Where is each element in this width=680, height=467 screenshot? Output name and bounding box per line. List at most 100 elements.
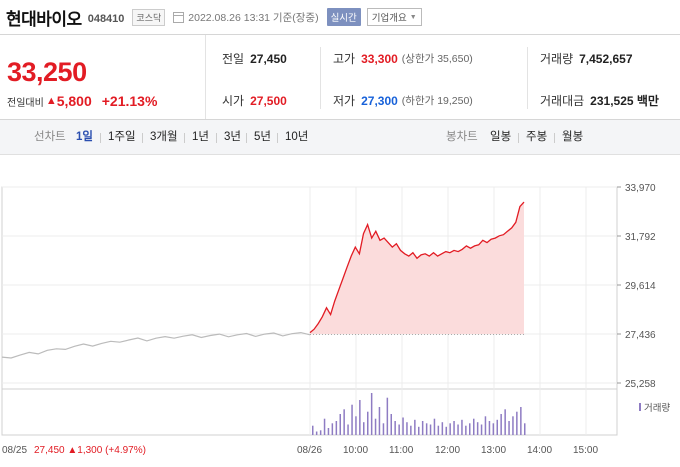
prev-close: 전일 27,450 <box>222 50 287 67</box>
volume-bar <box>351 404 353 435</box>
volume-bar <box>378 407 381 435</box>
prev-day-info-part: ▲ <box>65 445 78 456</box>
x-tick-label: 08/25 <box>2 445 27 456</box>
volume-bar <box>476 422 479 435</box>
volume-bar <box>516 411 518 435</box>
change-value: 5,800 <box>56 93 92 109</box>
tab-1y[interactable]: 1년 <box>192 131 209 143</box>
volume-bar <box>390 414 392 435</box>
volume-bar <box>496 419 498 435</box>
volume-bar <box>359 400 361 435</box>
tab-1d[interactable]: 1일 <box>76 131 93 143</box>
line-chart-label: 선차트 <box>34 131 66 143</box>
volume-bar <box>394 421 396 435</box>
high-label: 고가 <box>333 52 356 66</box>
volume-bar <box>500 414 502 435</box>
tab-divider <box>142 133 143 143</box>
y-tick-label: 31,792 <box>625 232 656 243</box>
tab-divider <box>216 133 217 143</box>
tab-3m[interactable]: 3개월 <box>150 131 178 143</box>
volume-bar <box>445 426 447 435</box>
trade-value: 거래대금 231,525 백만 <box>540 92 659 109</box>
low-price: 저가 27,300 (하한가 19,250) <box>333 92 473 109</box>
change-label: 전일대비 <box>7 97 44 109</box>
chart-period-tabs: 선차트 1일 1주일 3개월 1년 3년 5년 10년 봉차트 일봉 주봉 월봉 <box>0 120 680 155</box>
candle-chart-label: 봉차트 <box>446 131 478 143</box>
volume-bar <box>363 422 365 435</box>
tab-5y[interactable]: 5년 <box>254 131 271 143</box>
volume-bar <box>410 425 412 435</box>
prev-close-label: 전일 <box>222 52 245 66</box>
stock-header: 현대바이오 048410 코스닥 2022.08.26 13:31 기준(장중)… <box>0 0 680 34</box>
tab-10y[interactable]: 10년 <box>285 131 309 143</box>
trade-value-value: 231,525 백만 <box>590 94 659 108</box>
volume-legend-label: 거래량 <box>644 402 670 414</box>
today-area-fill <box>310 202 524 334</box>
volume-bar <box>402 417 404 435</box>
tab-divider <box>246 133 247 143</box>
volume-bar <box>473 418 475 435</box>
volume-bar <box>512 416 514 435</box>
open-value: 27,500 <box>250 93 287 108</box>
tab-3y[interactable]: 3년 <box>224 131 241 143</box>
volume-bar <box>433 418 436 435</box>
tab-1w[interactable]: 1주일 <box>108 131 136 143</box>
volume-bar <box>425 423 428 435</box>
tab-divider <box>518 133 519 143</box>
volume-bar <box>469 423 471 435</box>
company-info-label: 기업개요 <box>371 13 407 24</box>
tab-monthly-candle[interactable]: 월봉 <box>562 131 584 143</box>
volume-value: 7,452,657 <box>579 51 633 66</box>
y-tick-label: 29,614 <box>625 281 656 292</box>
x-tick-label: 12:00 <box>435 445 460 456</box>
price-box: 33,250 전일대비 ▲ 5,800 +21.13% <box>0 35 206 119</box>
volume-bar <box>398 424 400 435</box>
high-price: 고가 33,300 (상한가 35,650) <box>333 50 473 67</box>
volume-bar <box>367 411 369 435</box>
volume-bar <box>335 421 338 435</box>
divider <box>320 47 321 109</box>
realtime-button[interactable]: 실시간 <box>326 8 361 26</box>
tab-weekly-candle[interactable]: 주봉 <box>526 131 548 143</box>
y-tick-label: 27,436 <box>625 330 656 341</box>
x-tick-label: 11:00 <box>389 445 414 456</box>
volume-bar <box>465 425 467 435</box>
volume-bar <box>386 397 389 435</box>
volume-bar <box>339 414 341 435</box>
volume-bar <box>492 423 495 435</box>
quote-summary: 33,250 전일대비 ▲ 5,800 +21.13% 전일 27,450 시가… <box>0 34 680 120</box>
volume-bar <box>461 419 463 435</box>
open-price: 시가 27,500 <box>222 92 287 109</box>
volume-bar <box>370 393 373 435</box>
volume-bar <box>457 424 459 435</box>
y-tick-label: 25,258 <box>625 379 656 390</box>
volume-bar <box>327 428 330 435</box>
intraday-price-chart[interactable]: 33,970 31,792 29,614 27,436 25,258 거래량 08/25 08… <box>0 155 680 467</box>
volume-bar <box>421 421 424 435</box>
company-info-dropdown[interactable]: 기업개요 ▼ <box>366 8 422 26</box>
volume-bar <box>441 422 444 435</box>
market-badge: 코스닥 <box>132 8 166 26</box>
prev-day-price-line <box>1 331 311 359</box>
prev-day-info-part: 1,300 <box>77 445 102 456</box>
x-tick-label: 15:00 <box>573 445 598 456</box>
volume-bar <box>418 426 420 435</box>
volume-bar <box>323 418 326 435</box>
stock-code: 048410 <box>87 12 125 25</box>
volume-bar <box>524 423 526 435</box>
divider <box>527 47 528 109</box>
volume-bar <box>355 416 357 435</box>
x-tick-label: 10:00 <box>343 445 368 456</box>
volume-bar <box>508 421 510 435</box>
prev-day-info: 27,450 ▲1,300 (+4.97%) <box>34 445 146 456</box>
x-tick-label: 13:00 <box>481 445 506 456</box>
volume-label: 거래량 <box>540 52 574 66</box>
volume-bar <box>449 423 451 435</box>
prev-day-info-part: (+4.97%) <box>102 445 146 456</box>
tab-divider <box>184 133 185 143</box>
x-tick-label: 14:00 <box>527 445 552 456</box>
volume-bar <box>437 425 440 435</box>
tab-daily-candle[interactable]: 일봉 <box>490 131 512 143</box>
volume: 거래량 7,452,657 <box>540 50 633 67</box>
low-value: 27,300 <box>361 93 398 108</box>
